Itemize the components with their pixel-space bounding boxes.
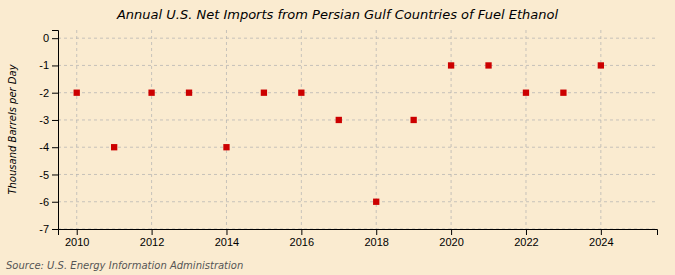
y-tick-mark	[52, 120, 58, 121]
x-tick-label: 2022	[514, 236, 538, 248]
source-note: Source: U.S. Energy Information Administ…	[6, 260, 243, 271]
y-tick-label: -4	[39, 141, 49, 153]
point	[373, 199, 379, 205]
plot-area: 2010 2012 2014 2016 2018 2020 2022 2024 0 -1 -2 -3 -…	[39, 30, 657, 248]
y-tick-mark	[52, 229, 58, 230]
x-tick-label: 2020	[439, 236, 463, 248]
grid-line-x	[600, 30, 601, 229]
x-tick-label: 2016	[290, 236, 314, 248]
grid-line-x	[226, 30, 227, 229]
point	[148, 90, 154, 96]
y-tick-label: 0	[43, 32, 49, 44]
chart: 2010 2012 2014 2016 2018 2020 2022 2024 0 -1 -2 -3 -…	[0, 0, 675, 275]
x-tick: 2022	[514, 229, 538, 248]
y-tick: -2	[39, 87, 58, 99]
point	[523, 90, 529, 96]
x-tick-mark	[601, 229, 602, 235]
point	[111, 144, 117, 150]
y-axis: 0 -1 -2 -3 -4 -5 -6 -7	[39, 31, 58, 236]
grid-line-y	[58, 65, 657, 66]
x-tick-mark	[77, 229, 78, 235]
y-tick: -7	[39, 223, 58, 235]
x-tick-mark	[376, 229, 377, 235]
y-tick: -4	[39, 141, 58, 153]
grid-line-y	[58, 174, 657, 175]
x-tick: 2014	[215, 229, 239, 248]
point	[598, 62, 604, 68]
chart-container: 2010 2012 2014 2016 2018 2020 2022 2024 0 -1 -2 -3 -…	[0, 0, 675, 275]
x-tick: 2024	[589, 229, 613, 248]
grid-line-x	[451, 30, 452, 229]
x-tick-label: 2024	[589, 236, 613, 248]
y-tick-label: -3	[39, 114, 49, 126]
grid-line-y	[58, 92, 657, 93]
y-tick-mark	[52, 38, 58, 39]
x-axis-line	[59, 230, 658, 236]
grid-line-y	[58, 147, 657, 148]
x-tick-mark	[451, 229, 452, 235]
grid	[58, 30, 657, 229]
y-tick-label: -1	[39, 59, 49, 71]
point	[186, 90, 192, 96]
x-tick-label: 2012	[140, 236, 164, 248]
background	[0, 0, 675, 275]
y-tick: 0	[43, 32, 58, 44]
x-tick: 2012	[140, 229, 164, 248]
point	[448, 62, 454, 68]
grid-line-x	[76, 30, 77, 229]
y-tick-mark	[52, 202, 58, 203]
grid-line-y	[58, 119, 657, 120]
y-tick: -3	[39, 114, 58, 126]
x-tick-label: 2014	[215, 236, 239, 248]
x-tick: 2010	[65, 229, 89, 248]
y-tick-mark	[52, 147, 58, 148]
x-tick-mark	[301, 229, 302, 235]
x-tick-label: 2010	[65, 236, 89, 248]
x-tick-mark	[526, 229, 527, 235]
grid-line-x	[525, 30, 526, 229]
title: Annual U.S. Net Imports from Persian Gul…	[116, 7, 558, 22]
point	[336, 117, 342, 123]
x-axis: 2010 2012 2014 2016 2018 2020 2022 2024	[59, 229, 658, 248]
grid-line-x	[301, 30, 302, 229]
grid-line-y	[58, 201, 657, 202]
grid-line-y	[58, 38, 657, 39]
y-tick: -5	[39, 168, 58, 180]
y-tick-label: -6	[39, 196, 49, 208]
x-tick-mark	[152, 229, 153, 235]
x-tick: 2018	[364, 229, 388, 248]
y-tick-mark	[52, 93, 58, 94]
y-tick-mark	[52, 65, 58, 66]
y-tick-label: -5	[39, 168, 49, 180]
x-tick: 2016	[290, 229, 314, 248]
y-axis-line	[52, 31, 59, 230]
y-tick: -6	[39, 196, 58, 208]
x-tick-mark	[226, 229, 227, 235]
y-tick-label: -2	[39, 87, 49, 99]
x-tick-label: 2018	[364, 236, 388, 248]
point	[298, 90, 304, 96]
points	[74, 62, 604, 205]
point	[410, 117, 416, 123]
grid-line-x	[151, 30, 152, 229]
point	[485, 62, 491, 68]
y-tick-label: -7	[39, 223, 49, 235]
point	[223, 144, 229, 150]
y-axis-label: Thousand Barrels per Day	[7, 63, 18, 194]
y-tick-mark	[52, 174, 58, 175]
point	[261, 90, 267, 96]
point	[560, 90, 566, 96]
y-tick: -1	[39, 59, 58, 71]
x-tick: 2020	[439, 229, 463, 248]
point	[74, 90, 80, 96]
